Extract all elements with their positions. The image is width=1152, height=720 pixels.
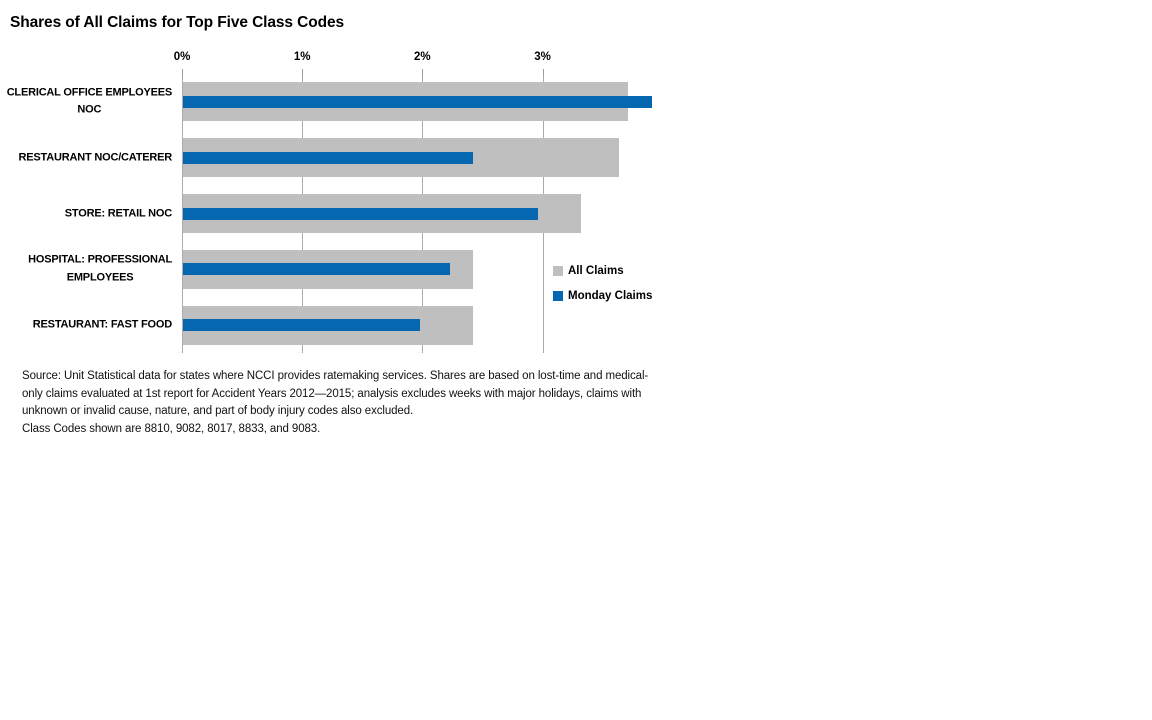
footnote-line: only claims evaluated at 1st report for … [22, 387, 642, 400]
legend-label: All Claims [568, 265, 624, 277]
category-label-line: RESTAURANT NOC/CATERER [18, 150, 173, 163]
x-axis-tick-label: 1% [293, 51, 311, 63]
chart-title: Shares of All Claims for Top Five Class … [10, 14, 345, 31]
bar-monday-claims [183, 263, 450, 276]
bar-monday-claims [183, 207, 538, 220]
legend-label: Monday Claims [568, 290, 653, 302]
x-axis-tick-mark [422, 69, 424, 76]
x-axis-tick-label: 3% [534, 51, 551, 63]
bar-monday-claims [183, 319, 420, 332]
footnote-line: Class Codes shown are 8810, 9082, 8017, … [22, 423, 321, 436]
x-axis-tick-label: 0% [173, 51, 191, 63]
footnote-line: unknown or invalid cause, nature, and pa… [22, 405, 414, 418]
legend-item: Monday Claims [553, 290, 652, 302]
category-label-line: STORE: RETAIL NOC [64, 206, 172, 219]
x-axis-tick-label: 2% [414, 51, 431, 63]
category-label-line: HOSPITAL: PROFESSIONAL [28, 253, 172, 266]
source-footnote: Source: Unit Statistical data for states… [22, 368, 648, 439]
x-axis-tick-mark [182, 69, 183, 76]
category-label: RESTAURANT: FAST FOOD [33, 316, 172, 334]
bar-monday-claims [183, 151, 473, 164]
category-label-line: EMPLOYEES [66, 271, 134, 284]
legend-swatch-icon [553, 291, 563, 301]
legend-item: All Claims [553, 265, 624, 277]
category-label: RESTAURANT NOC/CATERER [18, 149, 173, 167]
bar-monday-claims [183, 95, 652, 108]
category-label: CLERICAL OFFICE EMPLOYEES NOC [6, 84, 173, 119]
footnote-line: Source: Unit Statistical data for states… [22, 370, 649, 382]
category-label: HOSPITAL: PROFESSIONAL EMPLOYEES [28, 252, 172, 287]
x-axis-tick-mark [542, 69, 544, 76]
category-label-line: NOC [77, 103, 102, 116]
value-axis-line [182, 74, 183, 353]
category-label: STORE: RETAIL NOC [65, 205, 172, 223]
legend-swatch-icon [553, 266, 563, 276]
x-axis-tick-mark [302, 69, 304, 76]
category-label-line: CLERICAL OFFICE EMPLOYEES [6, 86, 173, 99]
category-label-line: RESTAURANT: FAST FOOD [32, 318, 172, 331]
